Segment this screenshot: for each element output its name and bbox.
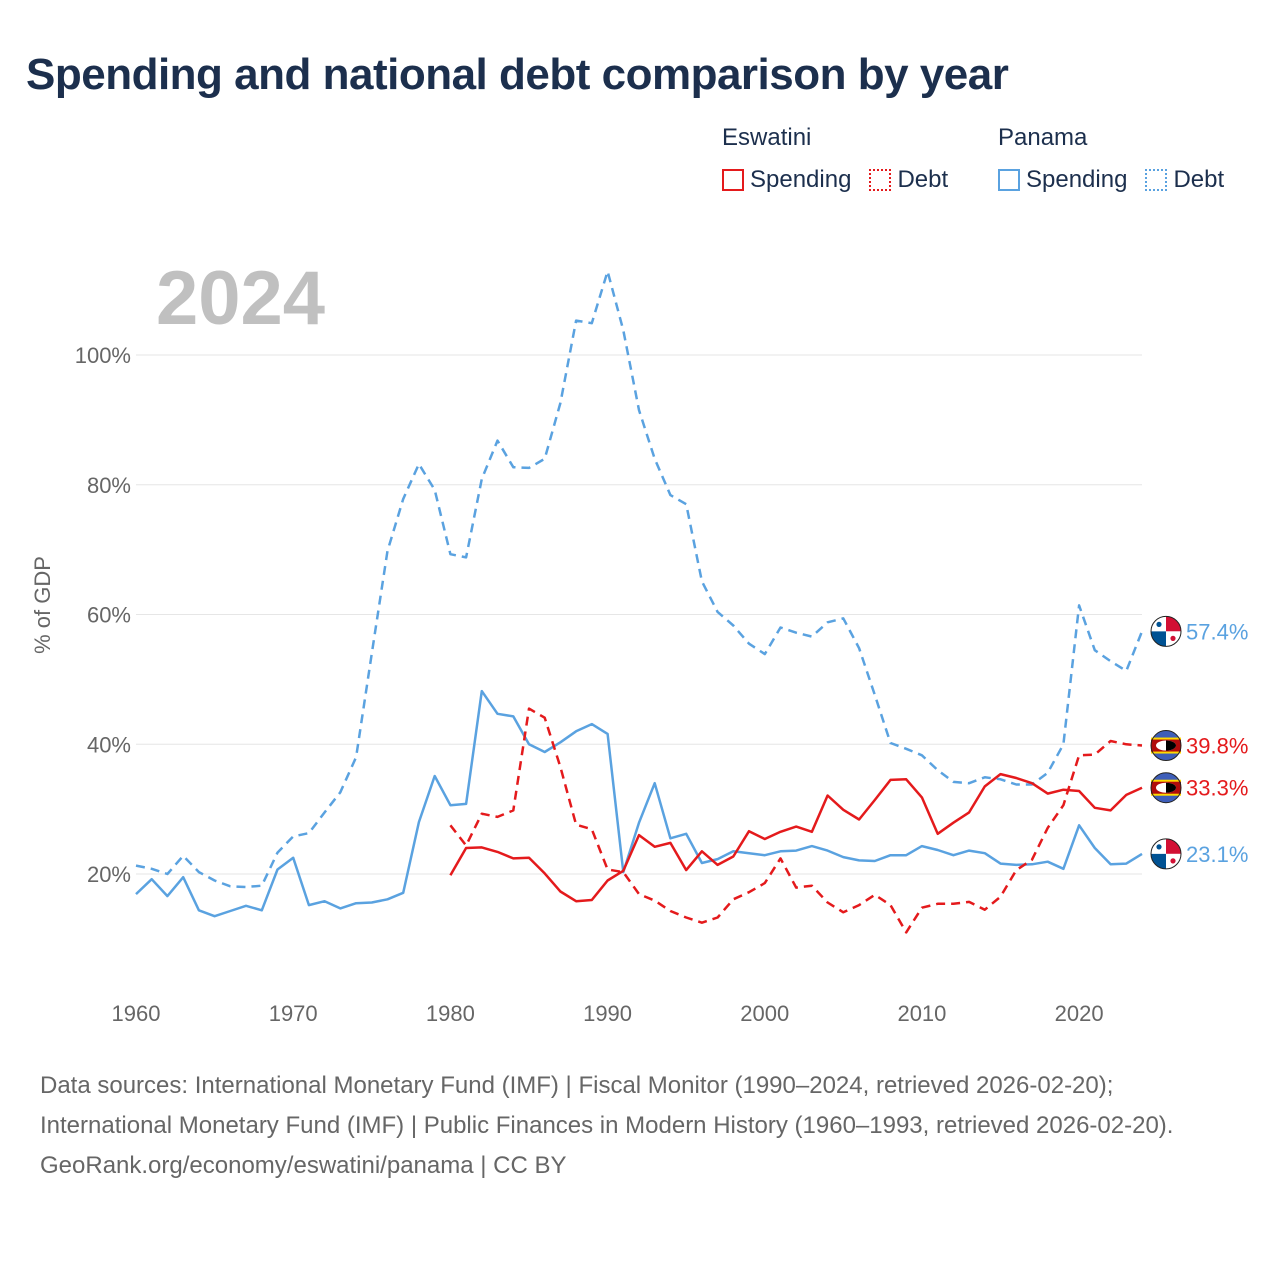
- x-tick-label: 2020: [1055, 1001, 1104, 1026]
- x-tick-label: 2000: [740, 1001, 789, 1026]
- legend-item-panama-debt[interactable]: Debt: [1145, 166, 1224, 194]
- panama-flag-icon: [1150, 615, 1182, 647]
- series-line-eswatini-debt[interactable]: [449, 707, 1143, 934]
- end-value-label: 23.1%: [1186, 842, 1248, 867]
- data-sources: Data sources: International Monetary Fun…: [40, 1072, 1174, 1139]
- y-axis-label: % of GDP: [30, 556, 55, 654]
- series-line-panama-debt[interactable]: [135, 270, 1144, 889]
- x-tick-label: 2010: [897, 1001, 946, 1026]
- legend-item-eswatini-spending[interactable]: Spending: [722, 166, 851, 194]
- x-tick-label: 1960: [112, 1001, 161, 1026]
- x-tick-label: 1990: [583, 1001, 632, 1026]
- end-value-label: 33.3%: [1186, 776, 1248, 801]
- legend-item-label: Spending: [750, 166, 852, 193]
- legend-item-label: Debt: [897, 166, 949, 193]
- y-tick-label: 20%: [87, 862, 131, 887]
- legend-group-panama: Panama Spending Debt: [998, 124, 1224, 194]
- legend-item-label: Spending: [1026, 166, 1128, 193]
- dotted-swatch-icon: [1145, 169, 1168, 191]
- end-value-label: 57.4%: [1186, 619, 1248, 644]
- legend-country-label: Eswatini: [722, 124, 812, 151]
- legend-country-label: Panama: [998, 124, 1088, 151]
- year-watermark: 2024: [156, 256, 325, 341]
- solid-swatch-icon: [998, 169, 1020, 191]
- legend-item-eswatini-debt[interactable]: Debt: [869, 166, 948, 194]
- x-tick-label: 1980: [426, 1001, 475, 1026]
- legend-group-eswatini: Eswatini Spending Debt: [722, 124, 948, 194]
- eswatini-flag-icon: [1150, 730, 1182, 762]
- y-tick-label: 40%: [87, 732, 131, 757]
- y-tick-label: 100%: [75, 343, 131, 368]
- credit-link[interactable]: GeoRank.org/economy/eswatini/panama | CC…: [40, 1152, 567, 1179]
- eswatini-flag-icon: [1150, 772, 1182, 804]
- line-chart: 2024 % of GDP 20% 40% 60% 80% 100% 1960 1970 19…: [30, 256, 1248, 1026]
- y-tick-label: 80%: [87, 473, 131, 498]
- series-line-panama-spending[interactable]: [135, 689, 1143, 918]
- footer: Data sources: International Monetary Fun…: [40, 1066, 1240, 1186]
- chart-title: Spending and national debt comparison by…: [26, 50, 1009, 99]
- solid-swatch-icon: [722, 169, 744, 191]
- x-tick-label: 1970: [269, 1001, 318, 1026]
- legend-item-panama-spending[interactable]: Spending: [998, 166, 1127, 194]
- end-value-label: 39.8%: [1186, 734, 1248, 759]
- series-line-eswatini-spending[interactable]: [449, 772, 1143, 903]
- panama-flag-icon: [1150, 838, 1182, 870]
- dotted-swatch-icon: [869, 169, 892, 191]
- y-tick-label: 60%: [87, 603, 131, 628]
- legend-item-label: Debt: [1173, 166, 1225, 193]
